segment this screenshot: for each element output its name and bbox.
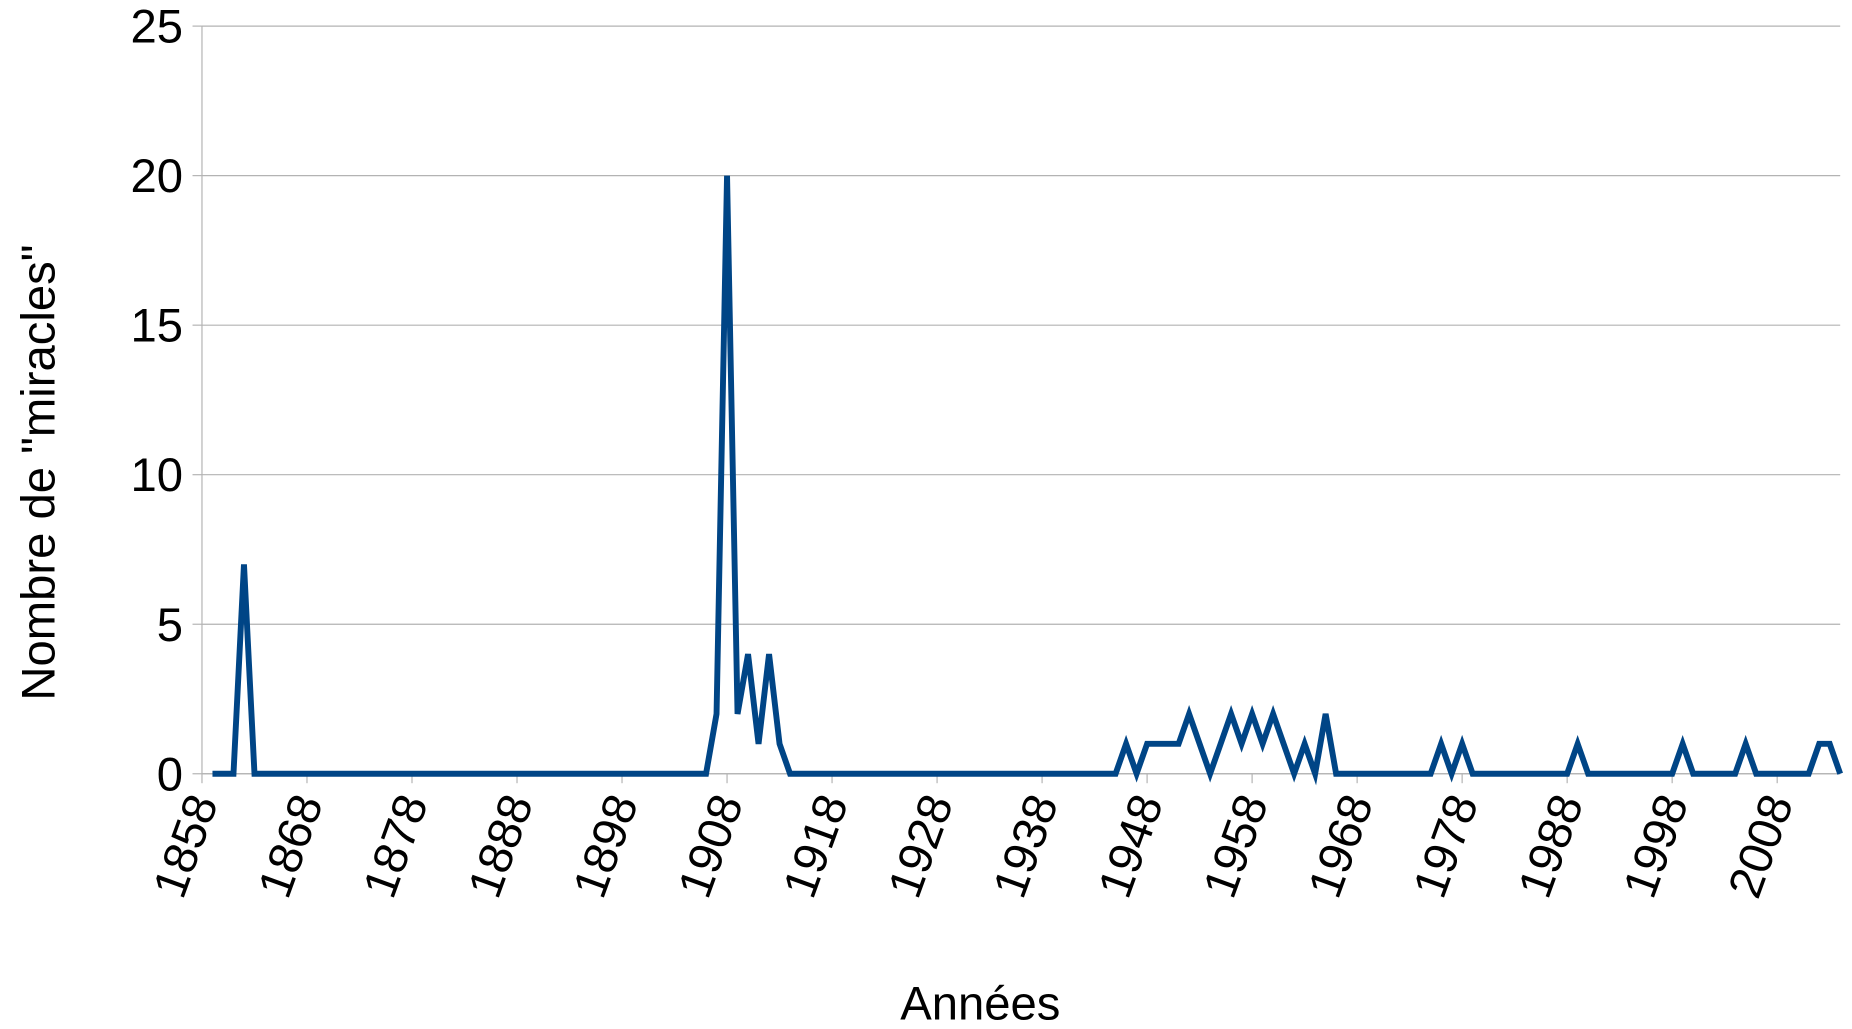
- y-tick-label: 0: [157, 748, 183, 801]
- x-tick-label: 1878: [353, 788, 439, 905]
- x-tick-label: 2008: [1718, 788, 1804, 905]
- x-tick-label: 1978: [1403, 788, 1489, 905]
- x-axis-label: Années: [900, 977, 1060, 1029]
- x-tick-label: 1968: [1298, 788, 1384, 905]
- x-tick-label: 1888: [458, 788, 544, 905]
- x-tick-label: 1998: [1613, 788, 1699, 905]
- x-tick-label: 1948: [1088, 788, 1174, 905]
- x-tick-label: 1928: [878, 788, 964, 905]
- y-axis-label: Nombre de "miracles": [12, 244, 65, 700]
- x-tick-label: 1858: [143, 788, 229, 905]
- x-tick-label: 1898: [563, 788, 649, 905]
- y-tick-label: 25: [131, 1, 184, 54]
- x-tick-label: 1868: [248, 788, 334, 905]
- y-tick-label: 20: [131, 150, 184, 203]
- y-tick-label: 5: [157, 599, 183, 652]
- x-tick-label: 1958: [1193, 788, 1279, 905]
- x-tick-label: 1918: [773, 788, 859, 905]
- x-tick-label: 1988: [1508, 788, 1594, 905]
- data-line: [212, 175, 1843, 786]
- x-tick-label: 1908: [668, 788, 754, 905]
- x-tick-label: 1938: [983, 788, 1069, 905]
- y-tick-label: 15: [131, 300, 184, 353]
- y-tick-label: 10: [131, 449, 184, 502]
